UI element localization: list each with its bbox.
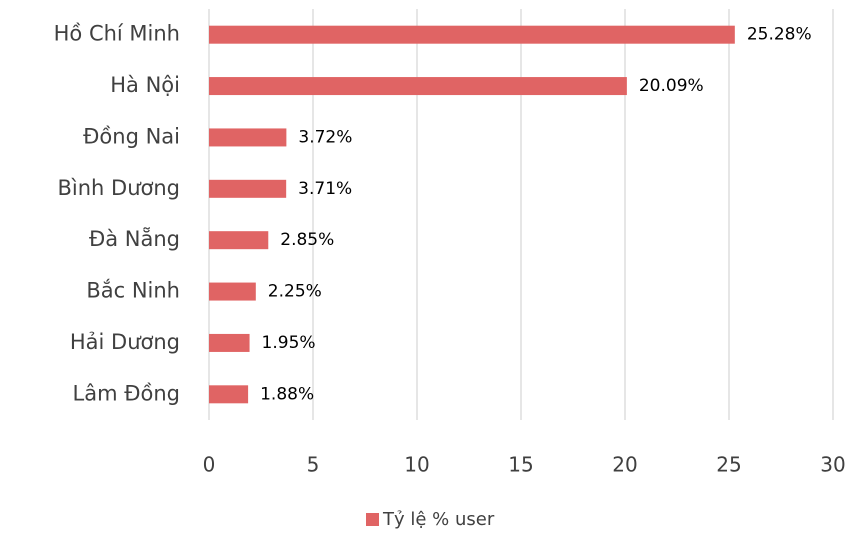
- bar: [209, 25, 735, 44]
- bar: [209, 128, 287, 147]
- bar: [209, 77, 627, 96]
- bar: [209, 179, 287, 198]
- x-tick-label: 10: [404, 453, 429, 477]
- x-tick-label: 30: [820, 453, 845, 477]
- legend-label: Tỷ lệ % user: [382, 509, 495, 530]
- y-tick-label: Đồng Nai: [83, 124, 180, 148]
- x-tick-label: 25: [716, 453, 741, 477]
- x-tick-label: 0: [203, 453, 216, 477]
- data-label: 25.28%: [747, 25, 812, 45]
- y-tick-label: Đà Nẵng: [89, 226, 180, 251]
- data-label: 2.25%: [268, 282, 322, 302]
- y-tick-label: Hải Dương: [70, 330, 180, 354]
- data-label: 2.85%: [280, 230, 334, 250]
- bar: [209, 385, 249, 404]
- data-label: 3.72%: [298, 127, 352, 147]
- y-tick-label: Bắc Ninh: [86, 279, 180, 303]
- y-tick-label: Lâm Đồng: [73, 381, 180, 405]
- y-tick-label: Hà Nội: [110, 73, 180, 97]
- y-tick-label: Bình Dương: [57, 176, 180, 200]
- data-label: 20.09%: [639, 76, 704, 96]
- bar: [209, 333, 250, 352]
- legend-swatch: [366, 513, 379, 526]
- data-label: 3.71%: [298, 179, 352, 199]
- data-label: 1.88%: [260, 384, 314, 404]
- data-label: 1.95%: [262, 333, 316, 353]
- bar: [209, 231, 269, 250]
- bar: [209, 282, 256, 301]
- x-tick-label: 20: [612, 453, 637, 477]
- y-tick-label: Hồ Chí Minh: [54, 22, 180, 46]
- x-tick-label: 15: [508, 453, 533, 477]
- x-tick-label: 5: [307, 453, 320, 477]
